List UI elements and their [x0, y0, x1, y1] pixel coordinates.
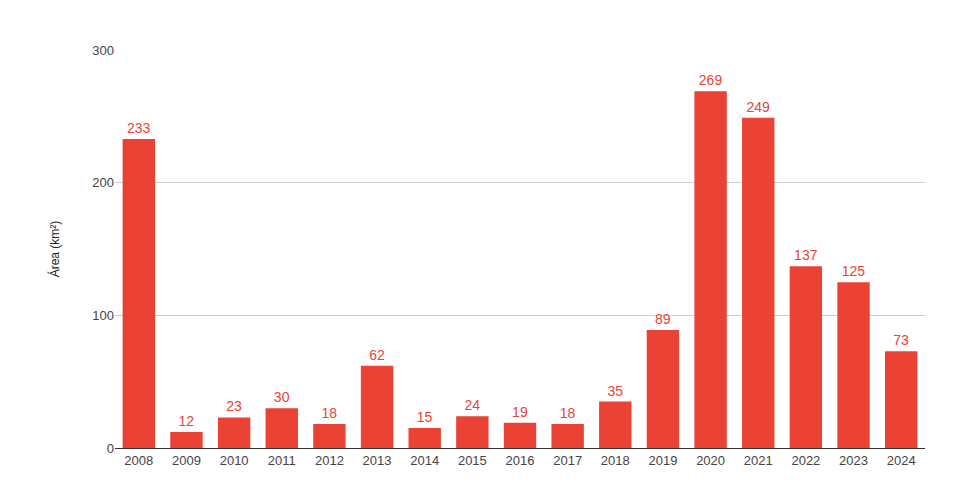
svg-text:2014: 2014: [410, 453, 439, 468]
svg-text:2018: 2018: [601, 453, 630, 468]
svg-text:62: 62: [369, 347, 385, 363]
svg-text:2023: 2023: [839, 453, 868, 468]
svg-text:2012: 2012: [315, 453, 344, 468]
svg-text:2013: 2013: [363, 453, 392, 468]
svg-text:269: 269: [699, 72, 723, 88]
svg-text:15: 15: [417, 409, 433, 425]
svg-text:89: 89: [655, 311, 671, 327]
svg-text:73: 73: [893, 332, 909, 348]
svg-text:2019: 2019: [648, 453, 677, 468]
svg-text:100: 100: [92, 308, 114, 323]
svg-text:2021: 2021: [744, 453, 773, 468]
svg-text:18: 18: [560, 405, 576, 421]
svg-text:2015: 2015: [458, 453, 487, 468]
svg-text:18: 18: [322, 405, 338, 421]
svg-text:2022: 2022: [791, 453, 820, 468]
svg-text:125: 125: [842, 263, 866, 279]
svg-text:23: 23: [226, 398, 242, 414]
svg-text:2024: 2024: [887, 453, 916, 468]
svg-text:0: 0: [107, 441, 114, 456]
svg-text:19: 19: [512, 404, 528, 420]
svg-text:2011: 2011: [268, 453, 296, 468]
svg-text:2008: 2008: [124, 453, 153, 468]
svg-text:30: 30: [274, 389, 290, 405]
svg-text:249: 249: [746, 99, 770, 115]
svg-text:233: 233: [127, 120, 151, 136]
svg-text:137: 137: [794, 247, 818, 263]
svg-text:24: 24: [464, 397, 480, 413]
svg-text:2017: 2017: [553, 453, 582, 468]
svg-text:2009: 2009: [172, 453, 201, 468]
svg-text:2016: 2016: [506, 453, 535, 468]
svg-text:2020: 2020: [696, 453, 725, 468]
svg-text:35: 35: [607, 383, 623, 399]
svg-text:200: 200: [92, 175, 114, 190]
svg-text:12: 12: [179, 413, 195, 429]
svg-text:300: 300: [92, 43, 114, 58]
svg-text:Área (km²): Área (km²): [47, 221, 62, 278]
svg-text:2010: 2010: [220, 453, 249, 468]
